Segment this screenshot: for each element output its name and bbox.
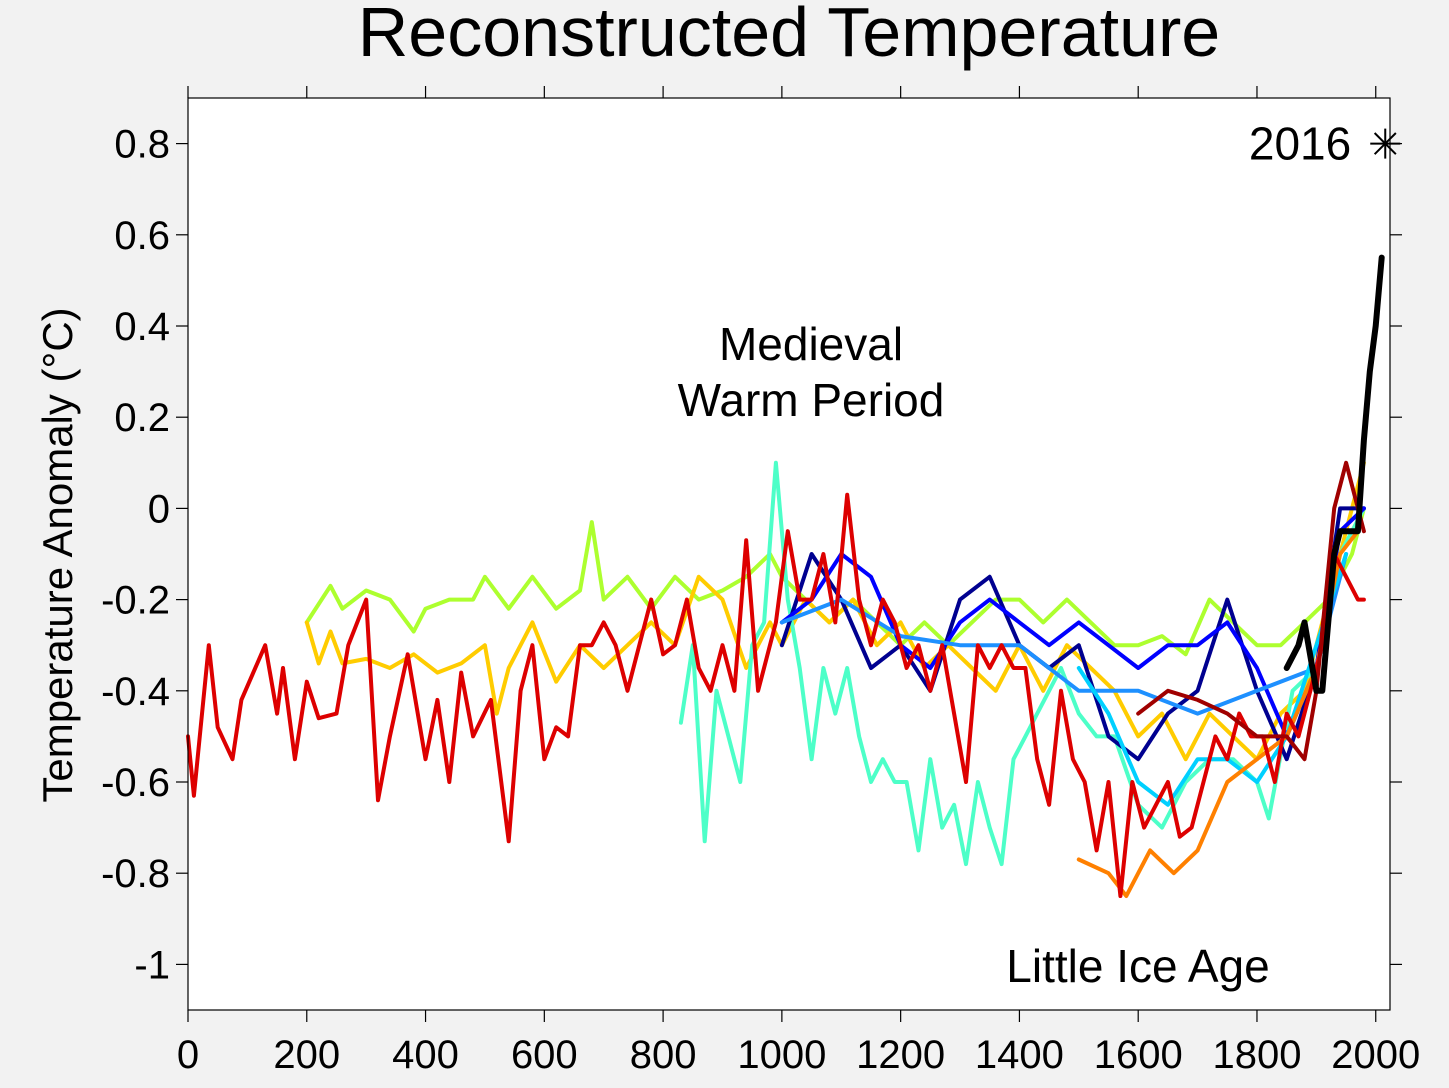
annotation: Warm Period — [678, 374, 945, 426]
marker-stroke — [1373, 132, 1397, 155]
x-tick-label: 1000 — [737, 1033, 826, 1077]
y-tick-label: -1 — [134, 943, 170, 987]
annotation: Medieval — [719, 318, 903, 370]
x-tick-label: 1600 — [1094, 1033, 1183, 1077]
y-tick-label: -0.2 — [101, 579, 170, 623]
series-line — [1283, 254, 1385, 694]
y-tick-label: 0.6 — [114, 214, 170, 258]
x-tick-label: 800 — [630, 1033, 697, 1077]
y-tick-label: -0.4 — [101, 670, 170, 714]
y-tick-label: -0.6 — [101, 761, 170, 805]
series-line — [678, 460, 1366, 867]
marker — [1370, 128, 1401, 159]
y-tick-label: 0.4 — [114, 305, 170, 349]
x-tick-label: 600 — [511, 1033, 578, 1077]
series-line — [186, 492, 1366, 898]
series-line — [1076, 552, 1349, 807]
series-line — [779, 552, 1349, 716]
annotation: Little Ice Age — [1006, 940, 1269, 992]
x-tick-label: 400 — [392, 1033, 459, 1077]
chart-title: Reconstructed Temperature — [358, 0, 1221, 71]
plot-frame — [187, 97, 1391, 1011]
y-tick-label: 0.2 — [114, 396, 170, 440]
x-tick-label: 1800 — [1212, 1033, 1301, 1077]
plot-area — [188, 98, 1390, 1010]
y-tick-label: -0.8 — [101, 852, 170, 896]
x-tick-label: 0 — [177, 1033, 199, 1077]
y-axis-label: Temperature Anomaly (°C) — [34, 307, 81, 802]
y-tick-label: 0 — [148, 487, 170, 531]
y-tick-label: 0.8 — [114, 123, 170, 167]
x-tick-label: 1200 — [856, 1033, 945, 1077]
x-tick-label: 200 — [273, 1033, 340, 1077]
series-line — [1136, 460, 1366, 762]
x-tick-label: 1400 — [975, 1033, 1064, 1077]
marker-label: 2016 — [1249, 118, 1351, 170]
x-tick-label: 2000 — [1331, 1033, 1420, 1077]
